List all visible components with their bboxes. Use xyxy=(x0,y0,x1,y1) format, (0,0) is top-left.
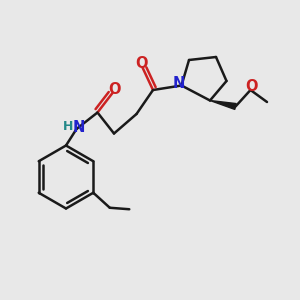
Text: N: N xyxy=(72,120,85,135)
Polygon shape xyxy=(210,100,236,109)
Text: N: N xyxy=(173,76,185,91)
Text: H: H xyxy=(63,119,73,133)
Text: O: O xyxy=(109,82,121,97)
Text: O: O xyxy=(246,79,258,94)
Text: O: O xyxy=(135,56,147,71)
